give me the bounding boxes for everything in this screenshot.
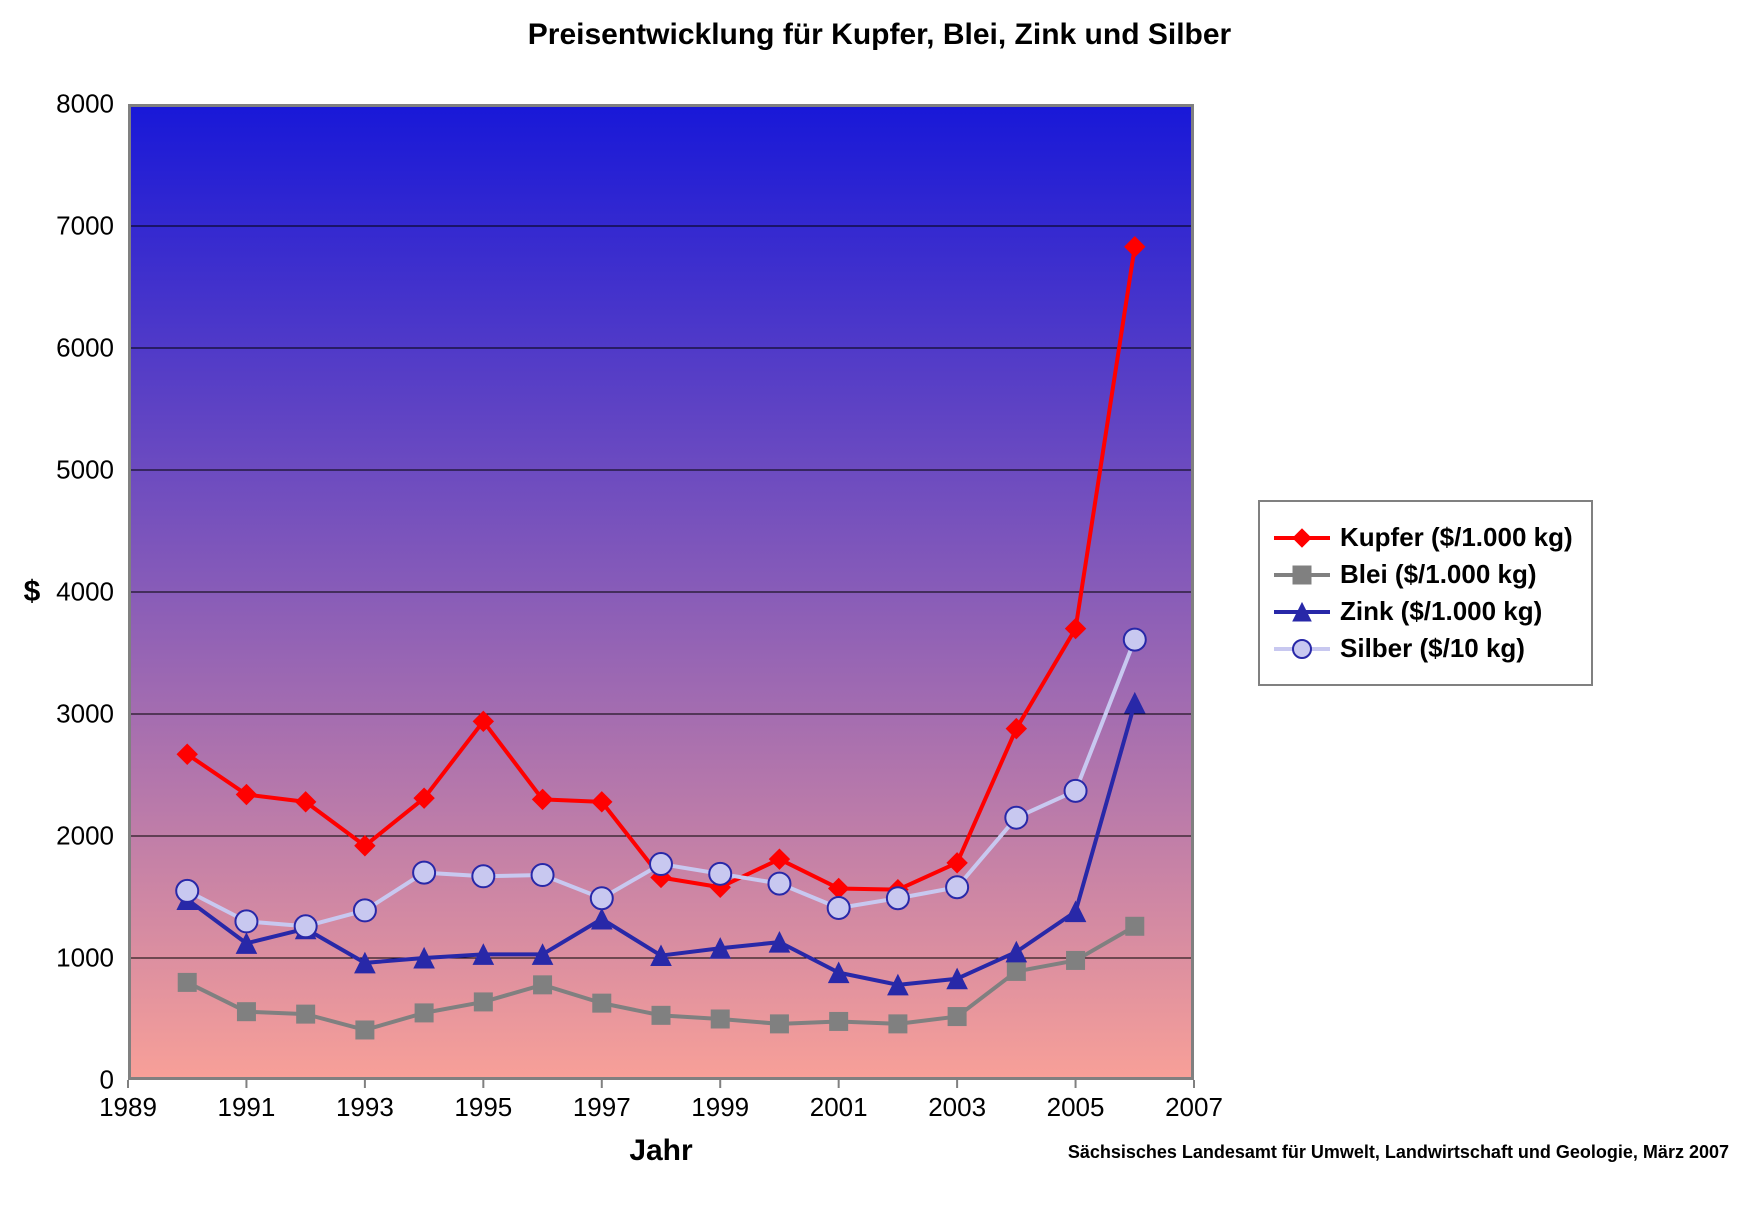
legend-label: Kupfer ($/1.000 kg) [1340, 522, 1573, 553]
x-axis-title: Jahr [629, 1134, 692, 1168]
legend-item: Zink ($/1.000 kg) [1274, 596, 1573, 627]
x-tick-label: 1989 [99, 1092, 157, 1123]
x-tick-label: 1993 [336, 1092, 394, 1123]
legend-item: Kupfer ($/1.000 kg) [1274, 522, 1573, 553]
y-tick-label: 4000 [56, 577, 114, 608]
y-tick-label: 5000 [56, 455, 114, 486]
footer-credit: Sächsisches Landesamt für Umwelt, Landwi… [1068, 1142, 1729, 1163]
y-tick-label: 7000 [56, 211, 114, 242]
x-tick-label: 1995 [454, 1092, 512, 1123]
legend-label: Zink ($/1.000 kg) [1340, 596, 1542, 627]
legend-label: Silber ($/10 kg) [1340, 633, 1525, 664]
x-tick-label: 1999 [691, 1092, 749, 1123]
x-tick-label: 2001 [810, 1092, 868, 1123]
plot-area: 0100020003000400050006000700080001989199… [128, 104, 1194, 1080]
y-tick-label: 0 [100, 1065, 114, 1096]
legend-swatch [1274, 563, 1330, 587]
x-tick-label: 2003 [928, 1092, 986, 1123]
y-tick-label: 8000 [56, 89, 114, 120]
y-tick-label: 3000 [56, 699, 114, 730]
chart-title: Preisentwicklung für Kupfer, Blei, Zink … [0, 18, 1759, 52]
y-tick-label: 6000 [56, 333, 114, 364]
legend-item: Silber ($/10 kg) [1274, 633, 1573, 664]
legend-swatch [1274, 600, 1330, 624]
x-tick-label: 2005 [1047, 1092, 1105, 1123]
legend-label: Blei ($/1.000 kg) [1340, 559, 1537, 590]
legend-swatch [1274, 526, 1330, 550]
x-tick-label: 1997 [573, 1092, 631, 1123]
data-series [128, 104, 1194, 1080]
y-axis-title: $ [24, 575, 41, 609]
legend: Kupfer ($/1.000 kg) Blei ($/1.000 kg) Zink… [1258, 500, 1593, 686]
y-tick-label: 2000 [56, 821, 114, 852]
legend-swatch [1274, 637, 1330, 661]
chart-root: { "title": { "text": "Preisentwicklung f… [0, 0, 1759, 1216]
x-tick-label: 2007 [1165, 1092, 1223, 1123]
y-tick-label: 1000 [56, 943, 114, 974]
x-tick-label: 1991 [218, 1092, 276, 1123]
legend-item: Blei ($/1.000 kg) [1274, 559, 1573, 590]
